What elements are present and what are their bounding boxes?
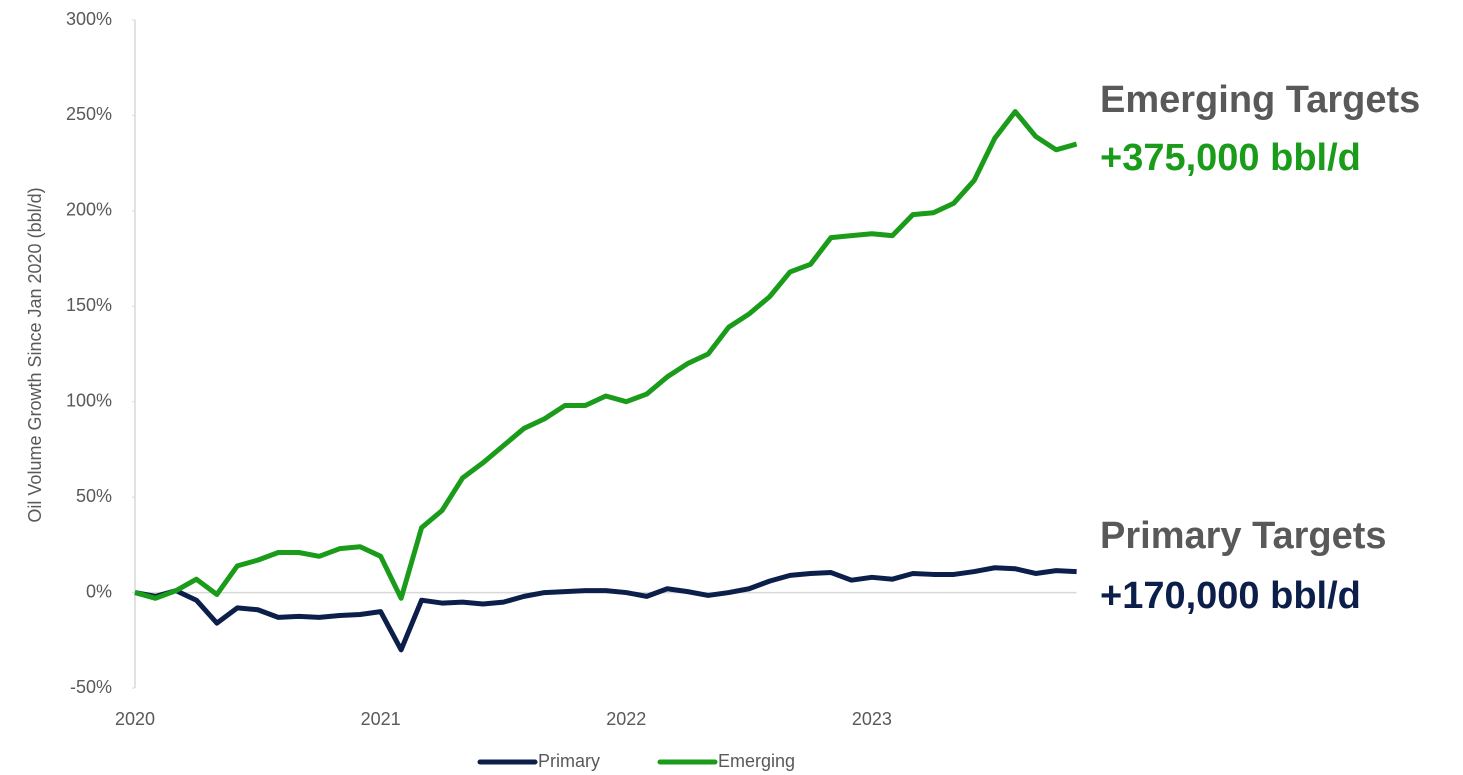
legend-label: Emerging (718, 751, 795, 771)
annotation-value: +170,000 bbl/d (1100, 575, 1361, 617)
y-tick-label: 150% (66, 295, 112, 315)
series-line (134, 109, 1078, 601)
y-tick-label: -50% (70, 677, 112, 697)
y-tick-label: 250% (66, 104, 112, 124)
y-tick-label: 0% (86, 581, 112, 601)
annotation-value: +375,000 bbl/d (1100, 137, 1361, 179)
x-tick-label: 2020 (115, 709, 155, 729)
series-line (134, 565, 1077, 653)
annotation-title: Emerging Targets (1100, 79, 1420, 121)
y-tick-label: 50% (76, 486, 112, 506)
legend-label: Primary (538, 751, 600, 771)
x-tick-label: 2023 (852, 709, 892, 729)
y-tick-label: 300% (66, 9, 112, 29)
x-tick-label: 2021 (361, 709, 401, 729)
y-axis-label: Oil Volume Growth Since Jan 2020 (bbl/d) (25, 187, 45, 522)
y-tick-label: 200% (66, 200, 112, 220)
x-tick-label: 2022 (606, 709, 646, 729)
annotation-title: Primary Targets (1100, 515, 1387, 557)
y-tick-label: 100% (66, 390, 112, 410)
